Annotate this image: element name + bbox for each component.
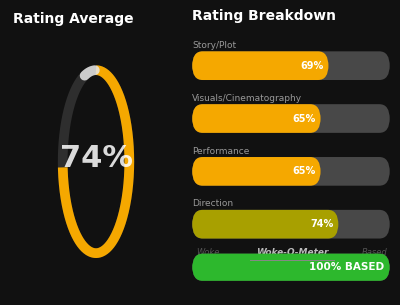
Text: Rating Average: Rating Average	[13, 12, 134, 26]
FancyBboxPatch shape	[192, 157, 321, 186]
FancyBboxPatch shape	[192, 104, 321, 133]
FancyBboxPatch shape	[192, 157, 390, 186]
FancyBboxPatch shape	[192, 210, 338, 239]
Text: 74%: 74%	[60, 144, 132, 173]
Text: Story/Plot: Story/Plot	[192, 41, 236, 50]
Text: Performance: Performance	[192, 146, 250, 156]
FancyBboxPatch shape	[192, 254, 390, 281]
FancyBboxPatch shape	[192, 51, 328, 80]
Text: Woke-O-Meter: Woke-O-Meter	[256, 248, 328, 257]
Text: 69%: 69%	[300, 61, 323, 71]
Text: 100% BASED: 100% BASED	[310, 262, 384, 272]
Text: 65%: 65%	[292, 113, 315, 124]
Text: Woke: Woke	[196, 248, 220, 257]
Text: Rating Breakdown: Rating Breakdown	[192, 9, 336, 23]
FancyBboxPatch shape	[192, 104, 390, 133]
Text: Based: Based	[362, 248, 388, 257]
FancyBboxPatch shape	[192, 210, 390, 239]
Text: Direction: Direction	[192, 199, 233, 208]
Text: 74%: 74%	[310, 219, 333, 229]
Text: 65%: 65%	[292, 166, 315, 176]
FancyBboxPatch shape	[192, 254, 390, 281]
Text: Visuals/Cinematography: Visuals/Cinematography	[192, 94, 302, 103]
FancyBboxPatch shape	[192, 51, 390, 80]
